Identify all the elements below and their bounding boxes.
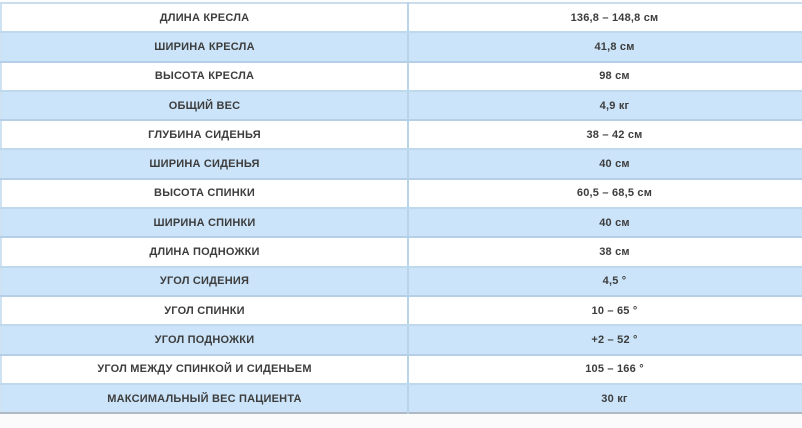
table-row: УГОЛ СИДЕНИЯ 4,5 °: [1, 266, 802, 297]
spec-value: 40 см: [599, 158, 630, 171]
spec-value-cell: 38 см: [408, 237, 802, 268]
spec-label: ОБЩИЙ ВЕС: [168, 99, 241, 112]
table-row: ГЛУБИНА СИДЕНЬЯ 38 – 42 см: [1, 120, 802, 151]
spec-label: УГОЛ СИДЕНИЯ: [159, 275, 250, 288]
spec-label: УГОЛ СПИНКИ: [164, 304, 245, 317]
spec-value: 136,8 – 148,8 см: [570, 11, 659, 24]
spec-label-cell: ВЫСОТА СПИНКИ: [1, 178, 409, 210]
spec-value: 60,5 – 68,5 см: [576, 187, 653, 200]
table-row: УГОЛ МЕЖДУ СПИНКОЙ И СИДЕНЬЕМ 105 – 166 …: [1, 354, 802, 385]
specs-table-body: ДЛИНА КРЕСЛА 136,8 – 148,8 см ШИРИНА КРЕ…: [1, 3, 802, 414]
spec-label-cell: ДЛИНА КРЕСЛА: [1, 3, 409, 34]
table-row: ШИРИНА СПИНКИ 40 см: [1, 208, 802, 239]
spec-value: 10 – 65 °: [591, 304, 638, 317]
below-table-area: [0, 414, 802, 428]
spec-value: 105 – 166 °: [585, 363, 644, 376]
spec-label-cell: УГОЛ СПИНКИ: [1, 295, 409, 327]
table-row: ДЛИНА КРЕСЛА 136,8 – 148,8 см: [1, 3, 802, 34]
spec-value: 38 см: [599, 246, 630, 259]
spec-label-cell: ОБЩИЙ ВЕС: [1, 90, 409, 122]
table-row: МАКСИМАЛЬНЫЙ ВЕС ПАЦИЕНТА 30 кг: [1, 383, 802, 414]
spec-label: ГЛУБИНА СИДЕНЬЯ: [148, 128, 261, 141]
spec-label: ВЫСОТА КРЕСЛА: [154, 70, 255, 83]
spec-value-cell: 40 см: [408, 208, 802, 239]
spec-label: МАКСИМАЛЬНЫЙ ВЕС ПАЦИЕНТА: [107, 392, 302, 405]
table-row: УГОЛ СПИНКИ 10 – 65 °: [1, 295, 802, 327]
spec-label-cell: ШИРИНА СПИНКИ: [1, 208, 409, 239]
spec-label: УГОЛ МЕЖДУ СПИНКОЙ И СИДЕНЬЕМ: [97, 363, 312, 376]
spec-value-cell: 4,9 кг: [408, 90, 802, 122]
specs-table: ДЛИНА КРЕСЛА 136,8 – 148,8 см ШИРИНА КРЕ…: [0, 2, 802, 415]
spec-label: УГОЛ ПОДНОЖКИ: [154, 333, 255, 346]
spec-value-cell: 60,5 – 68,5 см: [408, 178, 802, 210]
table-row: УГОЛ ПОДНОЖКИ +2 – 52 °: [1, 325, 802, 356]
table-row: ВЫСОТА КРЕСЛА 98 см: [1, 61, 802, 92]
spec-label-cell: ВЫСОТА КРЕСЛА: [1, 61, 409, 92]
spec-label: ВЫСОТА СПИНКИ: [154, 187, 255, 200]
spec-value: 40 см: [599, 216, 630, 229]
spec-value-cell: 136,8 – 148,8 см: [408, 3, 802, 34]
spec-label: ДЛИНА ПОДНОЖКИ: [149, 246, 260, 259]
spec-label: ШИРИНА КРЕСЛА: [154, 40, 255, 53]
spec-label-cell: ГЛУБИНА СИДЕНЬЯ: [1, 120, 409, 151]
spec-value-cell: 40 см: [408, 149, 802, 180]
table-row: ШИРИНА КРЕСЛА 41,8 см: [1, 32, 802, 63]
spec-value-cell: 41,8 см: [408, 32, 802, 63]
spec-value-cell: 98 см: [408, 61, 802, 92]
spec-value: 4,5 °: [602, 275, 627, 288]
spec-value: 38 – 42 см: [586, 128, 643, 141]
spec-value-cell: 30 кг: [408, 383, 802, 414]
spec-value-cell: 4,5 °: [408, 266, 802, 297]
spec-label-cell: ДЛИНА ПОДНОЖКИ: [1, 237, 409, 268]
spec-label: ШИРИНА СПИНКИ: [153, 216, 256, 229]
table-row: ВЫСОТА СПИНКИ 60,5 – 68,5 см: [1, 178, 802, 210]
table-row: ОБЩИЙ ВЕС 4,9 кг: [1, 90, 802, 122]
spec-label-cell: МАКСИМАЛЬНЫЙ ВЕС ПАЦИЕНТА: [1, 383, 409, 414]
spec-label-cell: УГОЛ СИДЕНИЯ: [1, 266, 409, 297]
spec-label-cell: ШИРИНА КРЕСЛА: [1, 32, 409, 63]
table-row: ДЛИНА ПОДНОЖКИ 38 см: [1, 237, 802, 268]
spec-label: ШИРИНА СИДЕНЬЯ: [149, 158, 260, 171]
spec-value-cell: 105 – 166 °: [408, 354, 802, 385]
spec-value: +2 – 52 °: [591, 333, 638, 346]
table-row: ШИРИНА СИДЕНЬЯ 40 см: [1, 149, 802, 180]
spec-label-cell: УГОЛ МЕЖДУ СПИНКОЙ И СИДЕНЬЕМ: [1, 354, 409, 385]
spec-value-cell: 38 – 42 см: [408, 120, 802, 151]
spec-value: 98 см: [599, 70, 630, 83]
spec-value-cell: 10 – 65 °: [408, 295, 802, 327]
spec-label-cell: ШИРИНА СИДЕНЬЯ: [1, 149, 409, 180]
spec-value: 30 кг: [601, 392, 628, 405]
spec-value-cell: +2 – 52 °: [408, 325, 802, 356]
spec-label-cell: УГОЛ ПОДНОЖКИ: [1, 325, 409, 356]
spec-value: 41,8 см: [594, 40, 635, 53]
spec-label: ДЛИНА КРЕСЛА: [159, 11, 250, 24]
spec-value: 4,9 кг: [599, 99, 630, 112]
